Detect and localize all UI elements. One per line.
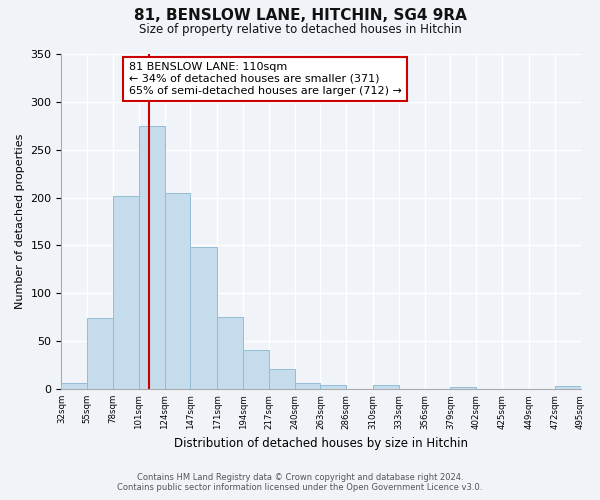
Bar xyxy=(113,196,139,389)
Bar xyxy=(269,369,295,389)
Text: Contains HM Land Registry data © Crown copyright and database right 2024.
Contai: Contains HM Land Registry data © Crown c… xyxy=(118,473,482,492)
Text: Size of property relative to detached houses in Hitchin: Size of property relative to detached ho… xyxy=(139,22,461,36)
Bar xyxy=(243,350,269,389)
Text: 81, BENSLOW LANE, HITCHIN, SG4 9RA: 81, BENSLOW LANE, HITCHIN, SG4 9RA xyxy=(134,8,466,22)
Bar xyxy=(373,385,399,389)
Text: 81 BENSLOW LANE: 110sqm
← 34% of detached houses are smaller (371)
65% of semi-d: 81 BENSLOW LANE: 110sqm ← 34% of detache… xyxy=(129,62,402,96)
Bar xyxy=(190,248,217,389)
Bar xyxy=(555,386,581,389)
Bar xyxy=(139,126,164,389)
Bar xyxy=(87,318,113,389)
Bar xyxy=(451,387,476,389)
Bar xyxy=(164,193,190,389)
Y-axis label: Number of detached properties: Number of detached properties xyxy=(15,134,25,309)
Bar xyxy=(217,317,243,389)
Bar xyxy=(61,383,87,389)
Bar xyxy=(295,383,320,389)
X-axis label: Distribution of detached houses by size in Hitchin: Distribution of detached houses by size … xyxy=(174,437,468,450)
Bar xyxy=(320,385,346,389)
